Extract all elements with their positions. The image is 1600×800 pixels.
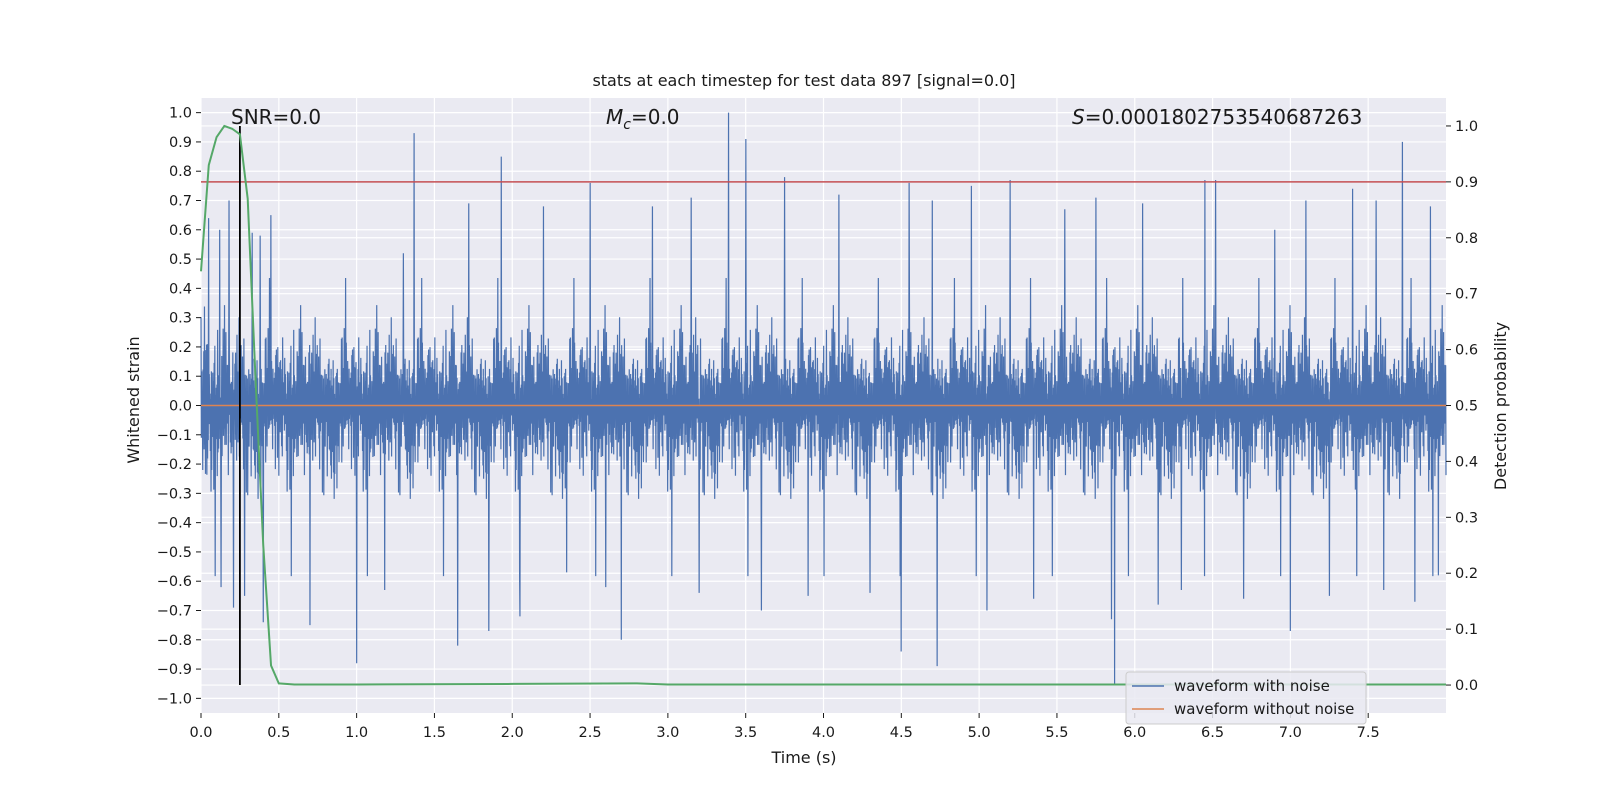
- x-tick-label: 4.5: [890, 725, 913, 741]
- y2-tick-label: 0.5: [1455, 399, 1478, 415]
- x-tick-label: 7.0: [1279, 725, 1302, 741]
- y-tick-label: −0.2: [157, 457, 192, 473]
- snr-annotation: SNR=0.0: [231, 105, 321, 129]
- mc-symbol: M: [606, 105, 623, 129]
- mc-subscript: c: [623, 117, 631, 133]
- y2-tick-label: 0.8: [1455, 231, 1478, 247]
- series-waveform-with-noise: [200, 112, 1447, 684]
- mc-value: =0.0: [631, 105, 680, 129]
- x-tick-label: 2.0: [501, 725, 524, 741]
- legend-box: [1125, 671, 1367, 725]
- x-tick-label: 3.0: [656, 725, 679, 741]
- y2-tick-label: 0.1: [1455, 622, 1478, 638]
- y2-tick-label: 0.9: [1455, 175, 1478, 191]
- x-tick-label: 6.5: [1201, 725, 1224, 741]
- y-tick-label: 0.3: [169, 311, 192, 327]
- y2-axis-ticks: 1.0 0.9 0.8 0.7 0.6 0.5 0.4 0.3 0.2 0.1 0.0: [1446, 119, 1478, 694]
- waveform-with-noise-line: [200, 112, 1447, 684]
- x-tick-label: 0.5: [267, 725, 290, 741]
- x-tick-label: 1.0: [345, 725, 368, 741]
- y2-axis-label: Detection probability: [1491, 322, 1510, 490]
- x-tick-label: 6.0: [1123, 725, 1146, 741]
- y2-tick-label: 0.4: [1455, 454, 1478, 470]
- y-tick-label: 1.0: [169, 106, 192, 122]
- x-tick-label: 7.5: [1357, 725, 1380, 741]
- y-tick-label: 0.1: [169, 369, 192, 385]
- y2-tick-label: 0.3: [1455, 510, 1478, 526]
- y-tick-label: −0.8: [157, 633, 192, 649]
- y-tick-label: 0.4: [169, 281, 192, 297]
- y-tick-label: −0.7: [157, 604, 192, 620]
- y2-tick-label: 1.0: [1455, 119, 1478, 135]
- x-tick-label: 5.5: [1045, 725, 1068, 741]
- x-tick-label: 5.0: [968, 725, 991, 741]
- legend-label-noise: waveform with noise: [1174, 677, 1330, 695]
- x-axis-label: Time (s): [770, 748, 836, 767]
- y-axis-label: Whitened strain: [124, 336, 143, 463]
- reference-lines: [201, 125, 1446, 686]
- y-tick-label: −0.1: [157, 428, 192, 444]
- detection-probability-line: [200, 124, 1446, 686]
- y-tick-label: −0.3: [157, 486, 192, 502]
- y2-tick-label: 0.2: [1455, 566, 1478, 582]
- y-tick-label: −0.6: [157, 574, 192, 590]
- x-tick-label: 4.0: [812, 725, 835, 741]
- legend-label-clean: waveform without noise: [1174, 700, 1354, 718]
- y2-tick-label: 0.6: [1455, 343, 1478, 359]
- y-tick-label: 0.0: [169, 399, 192, 415]
- s-value: =0.0001802753540687263: [1085, 105, 1363, 129]
- chart-title: stats at each timestep for test data 897…: [592, 71, 1015, 90]
- y2-tick-label: 0.0: [1455, 678, 1478, 694]
- score-annotation: S=0.0001802753540687263: [1072, 105, 1362, 129]
- x-tick-label: 1.5: [423, 725, 446, 741]
- x-tick-label: 0.0: [189, 725, 212, 741]
- y-tick-label: 0.8: [169, 164, 192, 180]
- y-axis-ticks: 1.0 0.9 0.8 0.7 0.6 0.5 0.4 0.3 0.2 0.1 0.0 −0.1 −0.…: [157, 106, 201, 707]
- series-detection-probability: [200, 124, 1446, 686]
- y-tick-label: 0.2: [169, 340, 192, 356]
- s-symbol: S: [1072, 105, 1085, 129]
- x-tick-label: 2.5: [579, 725, 602, 741]
- y-tick-label: 0.9: [169, 135, 192, 151]
- y-tick-label: −1.0: [157, 691, 192, 707]
- y-tick-label: −0.9: [157, 662, 192, 678]
- y-tick-label: 0.5: [169, 252, 192, 268]
- legend: waveform with noise waveform without noi…: [1125, 671, 1367, 725]
- x-tick-label: 3.5: [734, 725, 757, 741]
- y-tick-label: −0.4: [157, 516, 192, 532]
- chirp-mass-annotation: Mc=0.0: [606, 105, 680, 133]
- y2-tick-label: 0.7: [1455, 287, 1478, 303]
- y-tick-label: 0.6: [169, 223, 192, 239]
- y-tick-label: 0.7: [169, 194, 192, 210]
- y-tick-label: −0.5: [157, 545, 192, 561]
- x-axis-ticks: 0.0 0.5 1.0 1.5 2.0 2.5 3.0 3.5 4.0 4.5 5.0 5.5 6.0 6…: [189, 713, 1380, 741]
